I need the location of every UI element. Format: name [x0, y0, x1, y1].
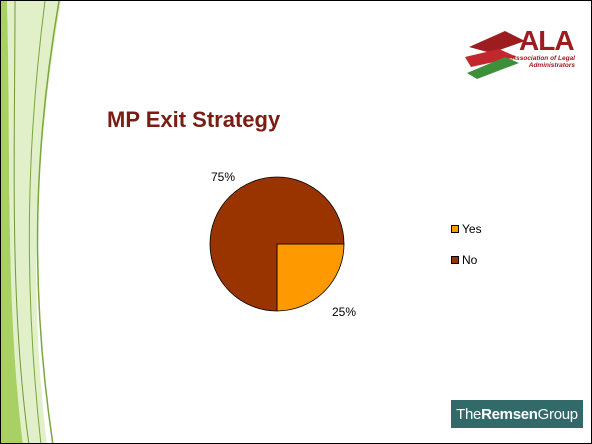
remsen-logo-bold: Remsen: [481, 405, 538, 423]
ala-logo-letters: ALA: [519, 25, 575, 56]
legend-swatch-yes: [451, 225, 459, 233]
legend-swatch-no: [451, 256, 459, 264]
pie-slice-yes: [276, 243, 345, 312]
remsen-logo-prefix: The: [456, 405, 482, 423]
remsen-group-logo: The Remsen Group: [451, 400, 583, 428]
legend-label-yes: Yes: [462, 222, 482, 236]
data-label-no: 75%: [211, 170, 235, 184]
legend-label-no: No: [462, 253, 478, 267]
remsen-logo-suffix: Group: [537, 405, 579, 423]
left-decorative-band: [1, 1, 61, 443]
legend-item-no: No: [451, 251, 482, 269]
ala-logo-tagline: Association of Legal Administrators: [511, 55, 575, 69]
chart-legend: Yes No: [451, 220, 482, 282]
data-label-yes: 25%: [332, 305, 356, 319]
slide-title: MP Exit Strategy: [107, 107, 281, 132]
legend-item-yes: Yes: [451, 220, 482, 238]
pie-slice-no: [209, 176, 345, 312]
ala-logo-mark: [465, 31, 525, 79]
